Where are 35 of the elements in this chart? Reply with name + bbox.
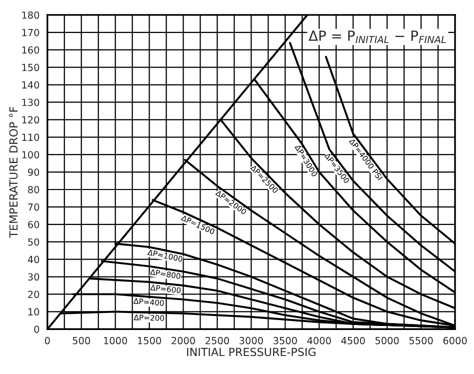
- y-tick-label: 170: [22, 28, 40, 36]
- y-tick-label: 40: [28, 256, 40, 264]
- x-tick-label: 5500: [409, 336, 433, 344]
- y-tick-label: 30: [28, 273, 40, 281]
- x-tick-label: 500: [72, 336, 90, 344]
- y-tick-label: 0: [34, 326, 40, 333]
- y-tick-label: 50: [28, 238, 40, 246]
- x-tick-label: 3000: [240, 336, 263, 344]
- x-tick-label: 2500: [206, 336, 229, 344]
- x-tick-label: 6000: [443, 336, 467, 344]
- y-tick-label: 110: [22, 134, 40, 141]
- annotation: ΔP = P$_{INITIAL}$ − P$_{FINAL}$: [308, 30, 446, 44]
- x-tick-label: 0: [44, 336, 50, 344]
- x-tick-label: 3500: [274, 336, 297, 344]
- y-tick-label: 20: [28, 290, 40, 298]
- x-axis-title: INITIAL PRESSURE-PSIG: [187, 348, 316, 356]
- y-tick-label: 90: [28, 168, 40, 176]
- y-tick-label: 180: [22, 11, 40, 19]
- y-tick-label: 120: [22, 116, 40, 124]
- y-tick-label: 100: [22, 151, 40, 158]
- y-tick-label: 130: [22, 98, 40, 106]
- x-tick-label: 5000: [375, 336, 399, 344]
- y-tick-label: 10: [28, 308, 40, 316]
- x-tick-label: 1500: [138, 336, 162, 344]
- y-tick-label: 70: [28, 203, 40, 211]
- x-tick-label: 1000: [104, 336, 128, 344]
- y-axis-title: TEMPERATURE DROP °F: [9, 106, 18, 238]
- y-tick-label: 160: [22, 46, 40, 54]
- y-tick-label: 140: [22, 81, 40, 89]
- x-tick-label: 4000: [307, 336, 331, 344]
- x-tick-label: 4500: [341, 336, 365, 344]
- y-tick-label: 150: [22, 64, 40, 72]
- y-tick-label: 80: [28, 186, 40, 194]
- y-tick-label: 60: [28, 220, 40, 228]
- x-tick-label: 2000: [172, 336, 196, 344]
